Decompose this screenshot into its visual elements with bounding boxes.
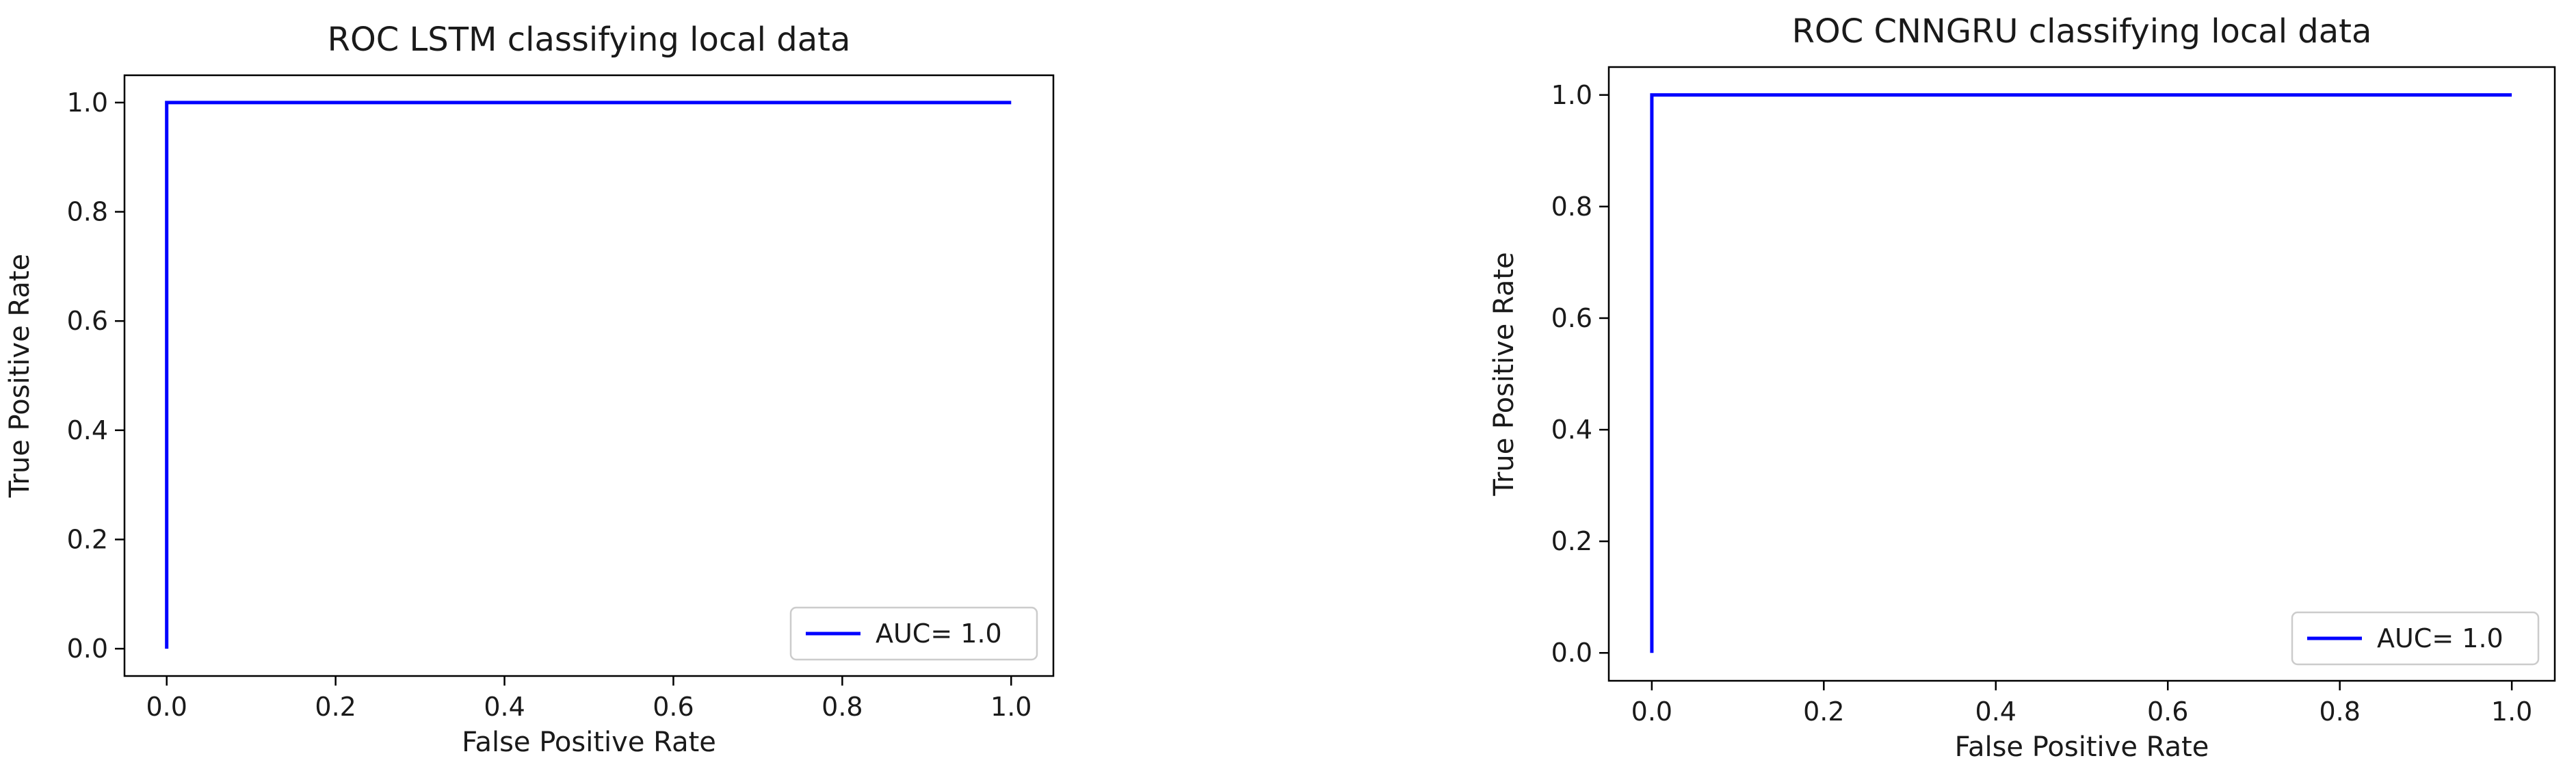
plot-frame (123, 74, 1055, 677)
x-tick-label: 0.4 (484, 692, 525, 722)
plot-frame (1607, 66, 2556, 682)
y-tick-label: 0.8 (1551, 192, 1592, 222)
y-axis-label: True Positive Rate (1488, 252, 1520, 496)
x-tick-label: 0.6 (653, 692, 694, 722)
legend: AUC= 1.0 (2291, 611, 2540, 666)
legend-label: AUC= 1.0 (2377, 623, 2503, 653)
x-axis-label: False Positive Rate (462, 727, 716, 758)
x-axis-label: False Positive Rate (1955, 731, 2209, 763)
y-tick-label: 0.6 (67, 306, 108, 336)
legend-label: AUC= 1.0 (876, 619, 1002, 649)
y-tick-label: 0.8 (67, 197, 108, 227)
x-tick-label: 0.0 (1631, 697, 1672, 727)
x-tick-label: 0.2 (315, 692, 356, 722)
series-line-1 (1650, 93, 2512, 653)
y-tick-label: 0.2 (67, 524, 108, 554)
chart-2: ROC CNNGRU classifying local data 0.0 0.2 0… (1488, 12, 2556, 763)
y-tick-label: 0.4 (67, 415, 108, 445)
legend: AUC= 1.0 (789, 606, 1038, 661)
x-tick-label: 1.0 (990, 692, 1031, 722)
x-tick-label: 1.0 (2491, 697, 2532, 727)
chart-title: ROC CNNGRU classifying local data (1792, 12, 2372, 51)
x-tick-label: 0.4 (1975, 697, 2016, 727)
chart-1: ROC LSTM classifying local data 0.0 0.2 0.4… (4, 21, 1055, 758)
y-tick-label: 0.0 (67, 634, 108, 664)
x-tick-label: 0.6 (2147, 697, 2188, 727)
y-tick-label: 0.2 (1551, 526, 1592, 556)
x-tick-label: 0.8 (822, 692, 863, 722)
series-line-1 (165, 101, 1012, 649)
chart-title: ROC LSTM classifying local data (328, 21, 851, 59)
x-tick-label: 0.0 (146, 692, 187, 722)
legend-box (789, 606, 1038, 661)
y-axis-label: True Positive Rate (4, 254, 36, 498)
x-tick-label: 0.2 (1803, 697, 1844, 727)
y-tick-label: 0.4 (1551, 415, 1592, 445)
legend-box (2291, 611, 2540, 666)
y-tick-label: 0.6 (1551, 303, 1592, 333)
y-tick-label: 1.0 (67, 88, 108, 118)
y-tick-label: 1.0 (1551, 80, 1592, 110)
x-tick-label: 0.8 (2319, 697, 2360, 727)
y-tick-label: 0.0 (1551, 638, 1592, 668)
